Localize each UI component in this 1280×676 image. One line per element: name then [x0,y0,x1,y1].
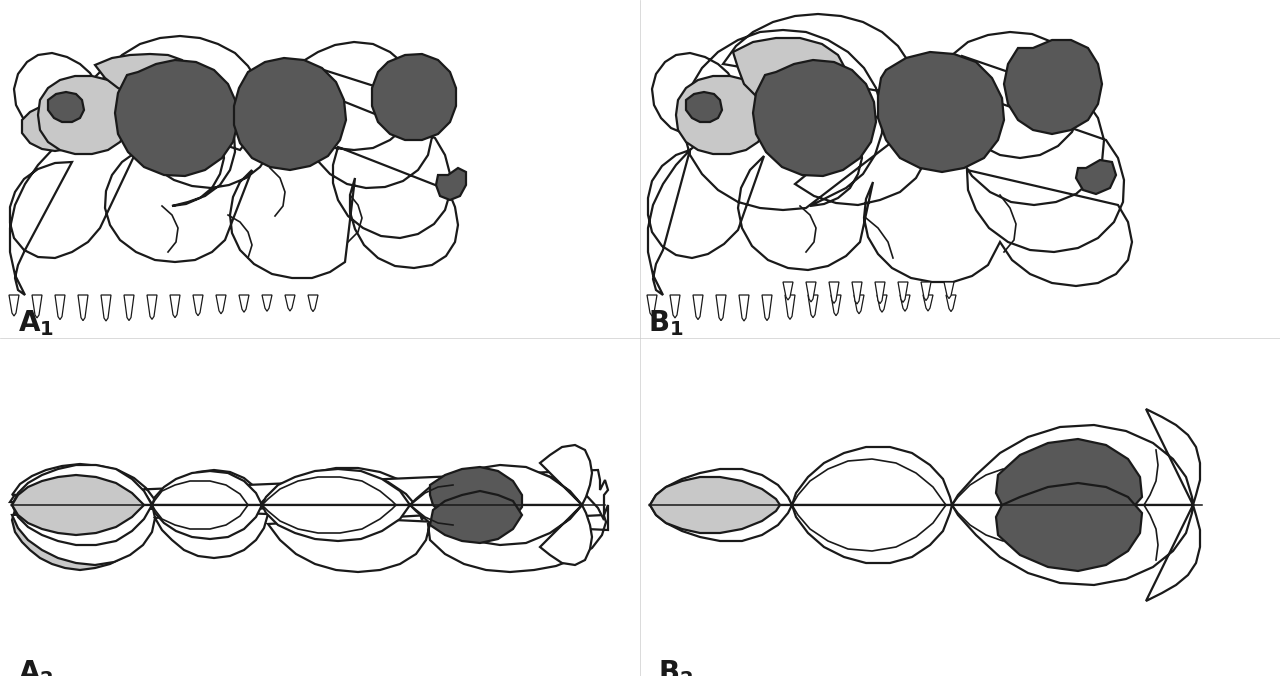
Polygon shape [436,168,466,200]
Polygon shape [12,464,608,520]
Polygon shape [650,505,1201,601]
Polygon shape [876,282,884,304]
Text: $\mathbf{A_2}$: $\mathbf{A_2}$ [18,658,54,676]
Polygon shape [9,295,19,316]
Polygon shape [829,282,838,304]
Polygon shape [49,92,84,122]
Polygon shape [646,295,657,316]
Polygon shape [676,76,768,154]
Polygon shape [12,475,143,535]
Polygon shape [899,282,908,302]
Polygon shape [372,54,456,140]
Polygon shape [262,295,273,311]
Text: $\mathbf{B_1}$: $\mathbf{B_1}$ [648,308,684,338]
Polygon shape [878,52,1004,172]
Polygon shape [785,295,795,319]
Polygon shape [78,295,88,320]
Polygon shape [32,295,42,318]
Polygon shape [430,491,522,543]
Polygon shape [55,295,65,320]
Polygon shape [648,14,1132,295]
Polygon shape [783,282,794,300]
Polygon shape [10,468,608,572]
Polygon shape [1076,160,1116,194]
Polygon shape [12,480,142,570]
Polygon shape [650,477,780,533]
Polygon shape [831,295,841,316]
Polygon shape [38,76,131,154]
Text: $\mathbf{B_2}$: $\mathbf{B_2}$ [658,658,694,676]
Polygon shape [12,445,591,505]
Polygon shape [716,295,726,320]
Polygon shape [101,295,111,321]
Polygon shape [650,409,1201,505]
Polygon shape [430,467,522,531]
Polygon shape [945,282,954,299]
Polygon shape [124,295,134,320]
Polygon shape [946,295,956,312]
Polygon shape [996,439,1142,527]
Polygon shape [692,295,703,320]
Polygon shape [877,295,887,312]
Polygon shape [10,36,458,295]
Polygon shape [170,295,180,318]
Polygon shape [239,295,250,312]
Polygon shape [922,282,931,301]
Polygon shape [115,60,238,176]
Polygon shape [95,54,192,97]
Polygon shape [808,295,818,318]
Polygon shape [308,295,317,312]
Polygon shape [762,295,772,320]
Polygon shape [1004,40,1102,134]
Polygon shape [806,282,817,302]
Polygon shape [147,295,157,319]
Polygon shape [733,38,846,108]
Polygon shape [234,58,346,170]
Polygon shape [669,295,680,318]
Polygon shape [923,295,933,311]
Polygon shape [12,505,591,565]
Polygon shape [216,295,227,314]
Polygon shape [900,295,910,311]
Polygon shape [22,104,82,151]
Polygon shape [285,295,294,311]
Polygon shape [852,282,861,304]
Polygon shape [686,92,722,122]
Polygon shape [854,295,864,314]
Polygon shape [193,295,204,316]
Polygon shape [996,483,1142,571]
Polygon shape [739,295,749,321]
Text: $\mathbf{A_1}$: $\mathbf{A_1}$ [18,308,54,338]
Polygon shape [753,60,876,176]
